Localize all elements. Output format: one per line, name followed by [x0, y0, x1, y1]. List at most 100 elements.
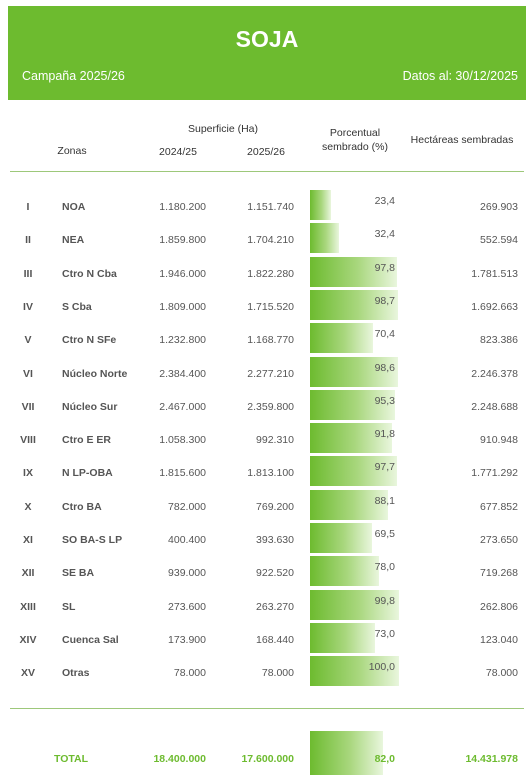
hectareas-sembradas: 823.386	[480, 334, 518, 347]
zone-name: Ctro BA	[62, 500, 102, 513]
superficie-2024-25: 1.946.000	[159, 267, 206, 280]
percent-label: 78,0	[374, 561, 395, 574]
percent-label: 88,1	[374, 494, 395, 507]
superficie-2025-26: 1.822.280	[247, 267, 294, 280]
hectareas-sembradas: 262.806	[480, 600, 518, 613]
superficie-2024-25: 400.400	[168, 534, 206, 546]
table-row: X Ctro BA 782.000 769.200 88,1 677.852	[0, 489, 532, 522]
hectareas-sembradas: 123.040	[480, 633, 518, 646]
total-hectareas: 14.431.978	[465, 753, 518, 765]
zone-number: XII	[21, 567, 35, 580]
zone-name: Ctro N SFe	[62, 334, 117, 347]
table-row: V Ctro N SFe 1.232.800 1.168.770 70,4 823.386	[0, 322, 532, 355]
percent-bar	[310, 556, 380, 587]
zone-number: V	[24, 334, 32, 347]
page-title: SOJA	[235, 26, 299, 52]
hectareas-sembradas: 78.000	[485, 667, 518, 680]
hectareas-sembradas: 1.692.663	[471, 300, 518, 313]
zone-name: SL	[62, 600, 76, 613]
zone-name: SO BA-S LP	[62, 534, 123, 546]
table-row: II NEA 1.859.800 1.704.210 32,4 552.594	[0, 222, 532, 255]
percent-bar	[310, 323, 373, 354]
percent-label: 98,7	[374, 294, 395, 307]
hectareas-sembradas: 2.246.378	[471, 367, 518, 380]
hectareas-header: Hectáreas sembradas	[410, 134, 514, 146]
percent-bar	[310, 256, 398, 287]
table-row: I NOA 1.180.200 1.151.740 23,4 269.903	[0, 189, 532, 222]
table-row: XI SO BA-S LP 400.400 393.630 69,5 273.650	[0, 522, 532, 555]
zone-number: III	[23, 267, 33, 280]
superficie-2025-26: 263.270	[256, 600, 294, 613]
percent-label: 95,3	[374, 394, 395, 407]
hectareas-sembradas: 1.781.513	[471, 267, 518, 280]
total-row: TOTAL 18.400.000 17.600.000 82,0 14.431.…	[0, 730, 532, 776]
table-row: XIV Cuenca Sal 173.900 168.440 73,0 123.040	[0, 622, 532, 655]
superficie-2025-26: 1.704.210	[247, 234, 294, 247]
hectareas-sembradas: 910.948	[480, 434, 518, 447]
percent-bar	[310, 356, 398, 387]
superficie-2025-26: 78.000	[261, 667, 294, 680]
total-superficie-2024-25: 18.400.000	[153, 753, 206, 765]
table-row: VI Núcleo Norte 2.384.400 2.277.210 98,6 2.24…	[0, 356, 532, 389]
total-divider	[10, 708, 524, 709]
total-superficie-2025-26: 17.600.000	[241, 753, 294, 765]
superficie-2025-26: 2.277.210	[247, 367, 294, 380]
percent-label: 97,8	[374, 261, 395, 274]
zone-name: SE BA	[62, 567, 95, 580]
hectareas-sembradas: 552.594	[480, 234, 518, 247]
percent-label: 99,8	[374, 594, 395, 607]
zone-number: XIII	[20, 600, 36, 613]
header-banner: SOJA Campaña 2025/26 Datos al: 30/12/202…	[8, 6, 526, 100]
superficie-2025-26: 769.200	[256, 500, 294, 513]
zone-number: X	[24, 500, 32, 513]
superficie-2024-25: 173.900	[168, 633, 206, 646]
superficie-2025-26: 2.359.800	[247, 400, 294, 413]
zone-number: II	[25, 234, 31, 247]
table-row: VIII Ctro E ER 1.058.300 992.310 91,8 910.948	[0, 422, 532, 455]
percent-label: 69,5	[374, 528, 395, 540]
zone-name: Otras	[62, 667, 90, 680]
percent-label: 23,4	[374, 195, 395, 207]
table-row: XV Otras 78.000 78.000 100,0 78.000	[0, 655, 532, 688]
percent-bar	[310, 423, 392, 454]
superficie-2024-25: 2.467.000	[159, 400, 206, 413]
zonas-header: Zonas	[57, 145, 87, 157]
percent-bar	[310, 190, 331, 220]
porcentual-header-line1: Porcentual	[329, 127, 381, 139]
superficie-2024-25: 1.809.000	[159, 300, 206, 313]
total-percent-label: 82,0	[374, 753, 395, 765]
table-row: III Ctro N Cba 1.946.000 1.822.280 97,8 1.781…	[0, 256, 532, 289]
superficie-2024-25: 2.384.400	[159, 367, 206, 380]
zone-name: N LP-OBA	[62, 467, 113, 480]
zone-name: Ctro N Cba	[62, 267, 117, 280]
superficie-2025-26: 393.630	[256, 534, 294, 546]
zone-number: IX	[23, 467, 33, 480]
hectareas-sembradas: 677.852	[480, 500, 518, 513]
table-row: VII Núcleo Sur 2.467.000 2.359.800 95,3 2.248…	[0, 389, 532, 422]
superficie-header: Superficie (Ha)	[187, 123, 259, 135]
porcentual-header-line2: sembrado (%)	[322, 141, 388, 153]
hectareas-sembradas: 2.248.688	[471, 400, 518, 413]
total-label: TOTAL	[54, 753, 89, 765]
year1-header: 2024/25	[159, 146, 197, 158]
zone-name: Ctro E ER	[62, 434, 112, 447]
superficie-2025-26: 1.151.740	[247, 201, 294, 213]
percent-label: 91,8	[374, 428, 395, 441]
zone-name: NOA	[62, 201, 86, 213]
zone-number: XV	[20, 667, 35, 680]
zone-name: Cuenca Sal	[62, 633, 119, 646]
percent-bar	[310, 622, 375, 653]
superficie-2024-25: 1.232.800	[159, 334, 206, 347]
table-row: XII SE BA 939.000 922.520 78,0 719.268	[0, 555, 532, 588]
percent-label: 100,0	[368, 661, 395, 674]
table-row: XIII SL 273.600 263.270 99,8 262.806	[0, 589, 532, 622]
zone-number: I	[26, 201, 30, 213]
hectareas-sembradas: 269.903	[480, 201, 518, 213]
superficie-2024-25: 1.859.800	[159, 234, 206, 247]
zone-number: VI	[23, 367, 33, 380]
zone-number: VII	[21, 400, 35, 413]
percent-label: 97,7	[374, 461, 395, 474]
superficie-2024-25: 1.180.200	[159, 201, 206, 213]
superficie-2025-26: 1.715.520	[247, 300, 294, 313]
percent-label: 98,6	[374, 361, 395, 374]
